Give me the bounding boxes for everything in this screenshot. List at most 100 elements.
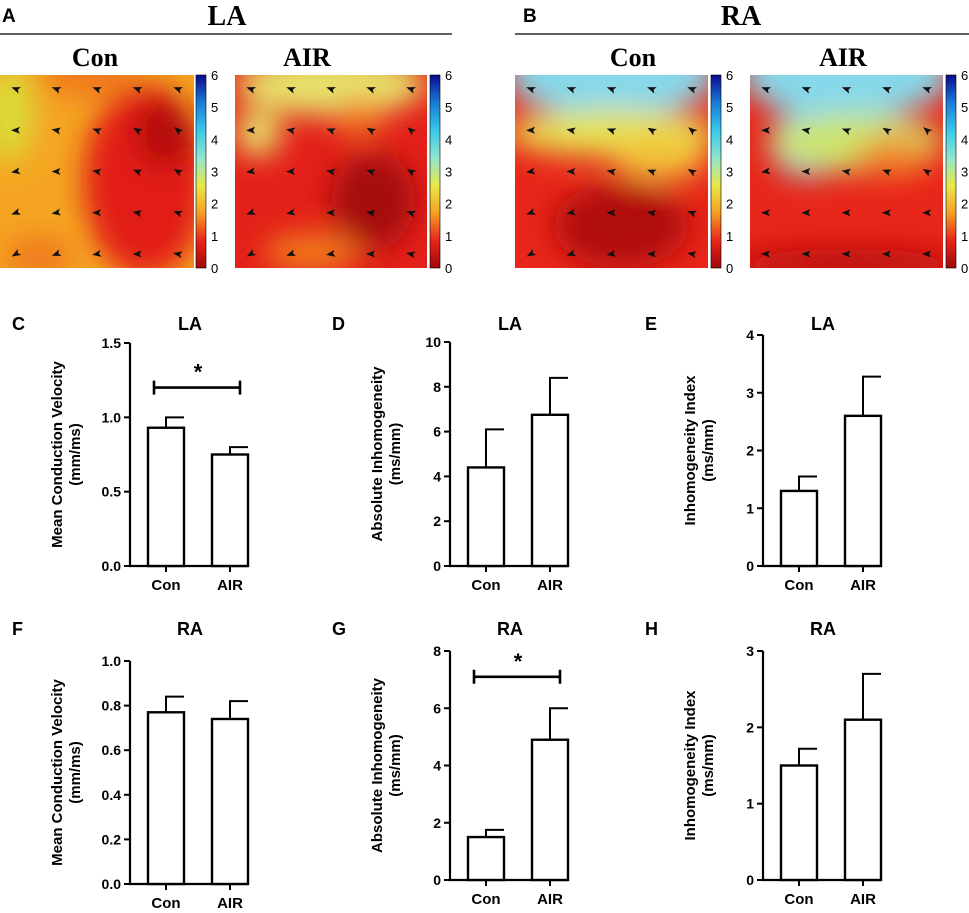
bar-chart-c: C LA Mean Conduction Velocity (mm/ms) 0.0 0.5… bbox=[12, 314, 250, 594]
direction-arrow bbox=[606, 128, 617, 135]
bar bbox=[146, 711, 186, 886]
direction-arrow bbox=[132, 250, 142, 258]
colorbar-tick-label: 6 bbox=[726, 68, 733, 83]
direction-arrow bbox=[11, 208, 21, 215]
direction-arrow bbox=[173, 210, 183, 218]
colorbar-tick-label: 2 bbox=[961, 197, 968, 212]
y-tick-label: 0.5 bbox=[102, 484, 122, 500]
y-tick-label: 6 bbox=[433, 424, 441, 440]
direction-arrow bbox=[173, 169, 184, 177]
x-tick-label: AIR bbox=[850, 577, 876, 594]
heatmap-blob bbox=[235, 109, 282, 157]
colorbar-tick-label: 0 bbox=[961, 261, 968, 276]
bar-chart-g: G RA Absolute Inhomogeneity (ms/mm) 0 2 4 6 8 Con… bbox=[332, 619, 570, 908]
direction-arrow bbox=[801, 127, 811, 135]
direction-arrow bbox=[606, 209, 616, 217]
heatmap-blob bbox=[331, 152, 416, 249]
heatmap bbox=[0, 75, 194, 268]
bar-chart-h: H RA Inhomogeneity Index (ms/mm) 0 1 2 3 Con AIR bbox=[645, 619, 883, 908]
heatmap-field bbox=[750, 75, 943, 268]
direction-arrow bbox=[922, 250, 931, 258]
direction-arrow bbox=[647, 87, 657, 94]
direction-arrow bbox=[841, 250, 851, 258]
panel-title: RA bbox=[721, 1, 762, 32]
chart-title: RA bbox=[810, 619, 836, 639]
panel-letter: A bbox=[2, 6, 16, 27]
y-axis-unit: (ms/mm) bbox=[387, 734, 404, 797]
y-tick-label: 2 bbox=[746, 719, 754, 735]
direction-arrow bbox=[51, 249, 62, 256]
colorbar-tick-label: 4 bbox=[211, 132, 218, 147]
significance-star: * bbox=[514, 649, 523, 674]
y-tick-label: 1 bbox=[746, 796, 754, 812]
y-tick-label: 10 bbox=[425, 334, 441, 350]
direction-arrow bbox=[881, 250, 891, 258]
colorbar-tick-label: 4 bbox=[726, 132, 733, 147]
heatmap-blob bbox=[38, 75, 136, 99]
direction-arrow bbox=[566, 127, 576, 135]
colorbar-tick-label: 1 bbox=[445, 229, 452, 244]
direction-arrow bbox=[51, 127, 62, 135]
direction-arrow bbox=[922, 169, 933, 177]
direction-arrow bbox=[366, 250, 375, 258]
heatmap-blob bbox=[611, 132, 708, 180]
y-tick-label: 2 bbox=[433, 513, 441, 529]
colorbar-tick-label: 0 bbox=[211, 261, 218, 276]
colorbar-tick-label: 5 bbox=[726, 100, 733, 115]
y-axis-label: Inhomogeneity Index bbox=[682, 375, 699, 526]
colorbar-tick-label: 5 bbox=[445, 100, 452, 115]
heatmap-blob bbox=[515, 75, 708, 118]
direction-arrow bbox=[406, 210, 416, 218]
y-tick-label: 0 bbox=[433, 872, 441, 888]
direction-arrow bbox=[882, 127, 893, 136]
significance-star: * bbox=[194, 360, 203, 385]
direction-arrow bbox=[92, 249, 102, 257]
colorbar-tick-label: 6 bbox=[211, 68, 218, 83]
direction-arrow bbox=[132, 87, 143, 94]
direction-arrow bbox=[761, 250, 770, 258]
y-axis-unit: (ms/mm) bbox=[387, 423, 404, 486]
direction-arrow bbox=[882, 87, 892, 94]
direction-arrow bbox=[406, 251, 416, 259]
chart-title: LA bbox=[811, 314, 835, 334]
colorbar-tick-label: 4 bbox=[445, 132, 452, 147]
direction-arrow bbox=[761, 167, 771, 175]
chart-title: RA bbox=[497, 619, 523, 639]
direction-arrow bbox=[286, 87, 296, 94]
direction-arrow bbox=[841, 168, 852, 176]
colorbar-tick-label: 2 bbox=[211, 197, 218, 212]
colorbar-tick-label: 3 bbox=[726, 165, 733, 180]
y-tick-label: 6 bbox=[433, 700, 441, 716]
x-tick-label: AIR bbox=[217, 577, 243, 594]
heatmap-blob bbox=[135, 98, 194, 168]
x-tick-label: Con bbox=[784, 891, 813, 908]
y-tick-label: 2 bbox=[746, 443, 754, 459]
y-tick-label: 0 bbox=[746, 558, 754, 574]
heatmap-field bbox=[0, 75, 194, 268]
direction-arrow bbox=[92, 128, 102, 135]
colorbar-tick-label: 1 bbox=[726, 229, 733, 244]
direction-arrow bbox=[687, 169, 698, 177]
y-tick-label: 0.8 bbox=[102, 698, 122, 714]
heatmap-blob bbox=[0, 75, 33, 162]
y-tick-label: 0.4 bbox=[102, 787, 122, 803]
colorbar-tick-label: 4 bbox=[961, 132, 968, 147]
direction-arrow bbox=[406, 169, 417, 177]
direction-arrow bbox=[11, 87, 21, 94]
direction-arrow bbox=[366, 210, 376, 217]
y-tick-label: 0.6 bbox=[102, 742, 122, 758]
direction-arrow bbox=[526, 167, 536, 175]
heatmap bbox=[750, 75, 943, 268]
panel-title: LA bbox=[208, 1, 248, 32]
direction-arrow bbox=[173, 87, 183, 94]
panel-letter: G bbox=[332, 619, 346, 639]
x-tick-label: AIR bbox=[537, 577, 563, 594]
direction-arrow bbox=[801, 250, 811, 258]
heatmap-blob bbox=[553, 183, 689, 268]
direction-arrow bbox=[761, 126, 770, 134]
direction-arrow bbox=[246, 126, 255, 134]
colorbar-tick-label: 3 bbox=[445, 165, 452, 180]
heatmap-blob bbox=[263, 233, 360, 268]
direction-arrow bbox=[801, 87, 812, 94]
direction-arrow bbox=[526, 248, 537, 257]
